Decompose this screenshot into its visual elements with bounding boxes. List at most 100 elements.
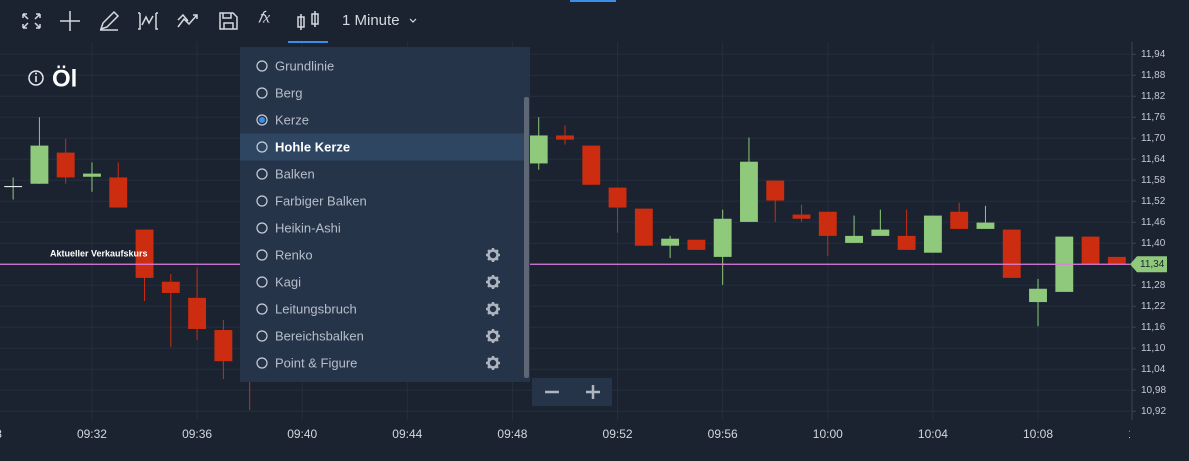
menu-item[interactable]: Berg xyxy=(275,85,302,100)
candle-body xyxy=(976,222,995,229)
candle-body xyxy=(1107,256,1126,264)
candle-body xyxy=(634,208,653,246)
radio-button[interactable] xyxy=(256,249,268,261)
annotation: Aktueller Verkaufskurs xyxy=(50,248,148,258)
overlay: Öl Aktueller Verkaufskurs xyxy=(28,65,148,258)
gear-body xyxy=(487,276,499,288)
info-icon[interactable] xyxy=(28,70,44,86)
menu-scrollbar[interactable] xyxy=(524,97,529,378)
y-tick-label: 10,98 xyxy=(1141,385,1166,396)
indicator-icon[interactable] xyxy=(138,12,158,30)
menu-item[interactable]: Heikin-Ashi xyxy=(275,220,341,235)
y-tick-label: 11,64 xyxy=(1141,154,1166,165)
settings-icon[interactable] xyxy=(486,275,500,289)
x-tick-label: 10:08 xyxy=(1023,427,1053,441)
menu-item[interactable]: Hohle Kerze xyxy=(275,139,350,154)
toolbar-bg xyxy=(0,0,1189,42)
interval-chevron[interactable] xyxy=(409,18,417,23)
radio-button[interactable] xyxy=(256,168,268,180)
current-price-label: 11,34 xyxy=(1140,259,1165,270)
y-tick-label: 11,52 xyxy=(1141,196,1166,207)
y-tick-label: 10,92 xyxy=(1141,406,1166,417)
settings-icon[interactable] xyxy=(486,356,500,370)
y-tick-label: 11,22 xyxy=(1141,301,1166,312)
menu-item[interactable]: Grundlinie xyxy=(275,58,334,73)
y-tick-label: 11,10 xyxy=(1141,343,1166,354)
fullscreen-icon[interactable] xyxy=(22,13,41,29)
radio-button[interactable] xyxy=(256,330,268,342)
radio-selected xyxy=(259,117,265,123)
menu-item[interactable]: Renko xyxy=(275,247,313,262)
menu-item[interactable]: Point & Figure xyxy=(275,355,357,370)
menu-item[interactable]: Balken xyxy=(275,166,315,181)
candle-body xyxy=(740,161,758,222)
y-tick-label: 11,28 xyxy=(1141,280,1166,291)
zoom-controls xyxy=(532,378,612,406)
candle-body xyxy=(1081,236,1100,264)
y-tick-label: 11,94 xyxy=(1141,49,1166,60)
gear-body xyxy=(487,357,499,369)
menu-item[interactable]: Farbiger Balken xyxy=(275,193,367,208)
radio-button[interactable] xyxy=(256,141,268,153)
menu-item[interactable]: Kagi xyxy=(275,274,301,289)
radio-button[interactable] xyxy=(256,114,268,126)
candle-body xyxy=(188,297,207,329)
chart-title: Öl xyxy=(52,65,77,92)
x-tick-label: 09:52 xyxy=(603,427,633,441)
radio-button[interactable] xyxy=(256,60,268,72)
chart-type-menu: Grundlinie Berg Kerze Hohle Kerze Balken Farb… xyxy=(240,47,530,382)
zoom-in[interactable] xyxy=(586,385,600,399)
save-icon[interactable] xyxy=(219,12,238,30)
radio-button[interactable] xyxy=(256,357,268,369)
y-tick-label: 11,40 xyxy=(1141,238,1166,249)
x-tick-label: 10:04 xyxy=(918,427,948,441)
menu-item[interactable]: Leitungsbruch xyxy=(275,301,357,316)
chart-type-icon[interactable] xyxy=(297,11,319,30)
candle-body xyxy=(687,239,706,250)
x-tick-label: 10:12 xyxy=(1128,427,1158,441)
draw-icon[interactable] xyxy=(99,10,120,31)
candle-body xyxy=(83,173,101,177)
candle-body xyxy=(1002,229,1021,278)
time-axis: 09:28 09:32 09:36 09:40 09:44 09:48 09:52 09:56… xyxy=(0,427,1158,441)
x-tick-label: 10:00 xyxy=(813,427,843,441)
y-tick-label: 11,16 xyxy=(1141,322,1166,333)
formula-icon[interactable]: 𝑓x xyxy=(258,10,270,27)
candle-body xyxy=(135,229,154,278)
menu-item[interactable]: Bereichsbalken xyxy=(275,328,364,343)
settings-icon[interactable] xyxy=(486,302,500,316)
compare-icon[interactable] xyxy=(177,13,198,28)
interval-select[interactable]: 1 Minute xyxy=(342,12,400,29)
candle-body xyxy=(818,211,837,236)
price-axis: 10,92 10,98 11,04 11,10 11,16 11,22 11,28 11,40… xyxy=(1130,42,1167,420)
y-tick-label: 11,58 xyxy=(1141,175,1166,186)
candle-body xyxy=(923,215,942,253)
candles xyxy=(0,117,1130,411)
radio-button[interactable] xyxy=(256,276,268,288)
candle-body xyxy=(845,235,864,243)
radio-button[interactable] xyxy=(256,222,268,234)
y-tick-label: 11,70 xyxy=(1141,133,1166,144)
radio-button[interactable] xyxy=(256,87,268,99)
radio-button[interactable] xyxy=(256,195,268,207)
menu-item[interactable]: Kerze xyxy=(275,112,309,127)
candle-body xyxy=(766,180,785,201)
gear-body xyxy=(487,330,499,342)
radio-button[interactable] xyxy=(256,303,268,315)
y-tick-label: 11,88 xyxy=(1141,70,1166,81)
candle-body xyxy=(608,187,627,208)
menu-panel xyxy=(240,47,530,382)
info-icon-dot xyxy=(35,72,37,75)
settings-icon[interactable] xyxy=(486,248,500,262)
candle-body xyxy=(56,152,75,178)
y-tick-label: 11,76 xyxy=(1141,112,1166,123)
candle-body xyxy=(661,238,680,246)
x-tick-label: 09:44 xyxy=(392,427,422,441)
toolbar: 𝑓x 1 Minute xyxy=(0,0,1189,43)
settings-icon[interactable] xyxy=(486,329,500,343)
x-tick-label: 09:28 xyxy=(0,427,2,441)
y-tick-label: 11,46 xyxy=(1141,217,1166,228)
candle-body xyxy=(897,235,916,250)
crosshair-icon[interactable] xyxy=(60,11,80,31)
